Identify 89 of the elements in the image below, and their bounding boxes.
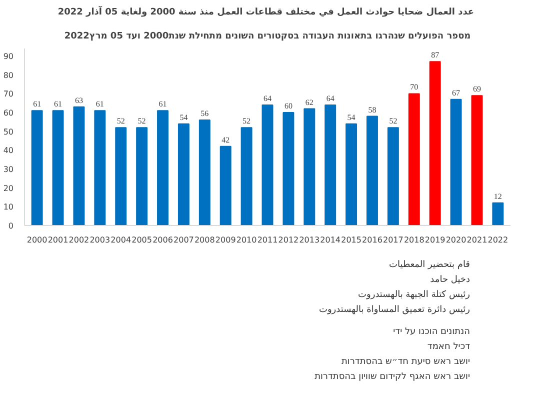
bar	[304, 108, 316, 226]
data-label: 52	[242, 116, 251, 126]
chart-subtitle: מספר הפועלים שנהרגו בתאונות העבודה בסקטורים השונים מתחילת שנת2000 ועד 05 מרץ2022	[64, 32, 471, 42]
data-label: 61	[96, 100, 104, 109]
y-tick-label: 20	[3, 184, 14, 193]
bar	[492, 202, 504, 226]
x-tick-label: 2009	[215, 236, 236, 244]
x-tick-label: 2011	[257, 236, 278, 244]
x-tick-label: 2015	[341, 236, 362, 244]
bar	[52, 110, 64, 226]
data-label: 70	[410, 82, 418, 92]
y-tick-label: 80	[3, 70, 14, 80]
x-tick-label: 2021	[466, 236, 488, 244]
data-label: 54	[347, 112, 356, 122]
x-tick-label: 2000	[26, 236, 48, 244]
data-label: 58	[368, 105, 376, 114]
y-tick-label: 30	[3, 165, 14, 174]
bar	[198, 120, 210, 226]
data-label: 62	[305, 98, 314, 107]
x-tick-label: 2008	[194, 236, 215, 244]
x-tick-label: 2010	[236, 236, 257, 244]
bar	[346, 123, 358, 226]
bar	[220, 146, 232, 226]
bar	[429, 61, 441, 226]
data-label: 67	[452, 88, 460, 98]
bar	[282, 112, 294, 226]
bar	[94, 110, 106, 226]
x-tick-label: 2016	[362, 236, 382, 244]
x-tick-label: 2004	[110, 236, 132, 244]
x-tick-label: 2022	[488, 236, 508, 244]
x-tick-label: 2007	[174, 236, 194, 244]
data-label: 61	[33, 100, 42, 109]
bar	[262, 104, 274, 226]
text: יושב ראש סיעת חד״ש בהסתדרות	[340, 356, 470, 369]
data-label: 64	[264, 94, 272, 103]
x-tick-label: 2019	[424, 236, 446, 244]
x-tick-label: 2018	[404, 236, 424, 244]
y-tick-label: 40	[3, 146, 14, 156]
y-tick-label: 70	[3, 90, 14, 99]
bar	[366, 116, 378, 226]
bar	[115, 127, 127, 226]
data-label: 87	[431, 50, 440, 60]
bar	[178, 123, 190, 226]
data-label: 64	[326, 94, 334, 103]
y-tick-label: 10	[3, 202, 14, 212]
x-tick-label: 2020	[446, 236, 466, 244]
bar	[136, 127, 148, 226]
bar	[240, 127, 252, 226]
text: דכיל חאמד	[426, 341, 470, 354]
y-tick-label: 50	[3, 127, 14, 136]
data-label: 56	[200, 109, 209, 118]
data-label: 12	[494, 192, 502, 201]
bar	[157, 110, 168, 226]
data-label: 63	[74, 96, 83, 105]
bar	[408, 93, 420, 226]
data-label: 61	[158, 100, 167, 109]
y-tick-label: 90	[3, 52, 14, 62]
x-tick-label: 2003	[90, 236, 110, 244]
y-tick-label: 60	[3, 108, 14, 118]
x-tick-label: 2002	[68, 236, 90, 244]
data-label: 60	[284, 102, 292, 111]
x-tick-label: 2005	[132, 236, 152, 244]
text: יושב ראש האגף לקידום שוויון בהסתדרות	[314, 370, 470, 384]
data-label: 52	[138, 116, 146, 126]
data-label: 69	[472, 84, 481, 94]
y-tick-label: 0	[8, 222, 14, 230]
x-tick-label: 2013	[299, 236, 320, 244]
text: رئيس دائرة تعميق المساواة بالهستدروت	[318, 304, 470, 316]
bar	[73, 106, 85, 226]
bar	[450, 98, 462, 226]
bar	[324, 104, 336, 226]
bar	[471, 95, 483, 226]
bar	[387, 127, 399, 226]
text: הנתונים הוכנו על ידי	[392, 326, 470, 340]
data-label: 42	[222, 135, 230, 144]
x-tick-label: 2017	[383, 236, 404, 244]
x-tick-label: 2014	[320, 236, 341, 244]
data-label: 52	[389, 116, 398, 126]
data-label: 61	[54, 100, 62, 109]
chart-title: عدد العمال ضحايا حوادث العمل في مختلف قطاعات العمل منذ سنة 2000 ولغاية 05 آذار 2022	[58, 6, 474, 18]
text: دخيل حامد	[429, 274, 470, 287]
x-tick-label: 2001	[48, 236, 68, 244]
text: رئيس كتلة الجبهة بالهستدروت	[357, 288, 470, 302]
bar	[31, 110, 43, 226]
data-label: 54	[180, 112, 188, 122]
data-label: 52	[116, 116, 125, 126]
text: قام بتحضير المعطيات	[388, 259, 470, 272]
x-tick-label: 2012	[278, 236, 299, 244]
x-tick-label: 2006	[152, 236, 173, 244]
